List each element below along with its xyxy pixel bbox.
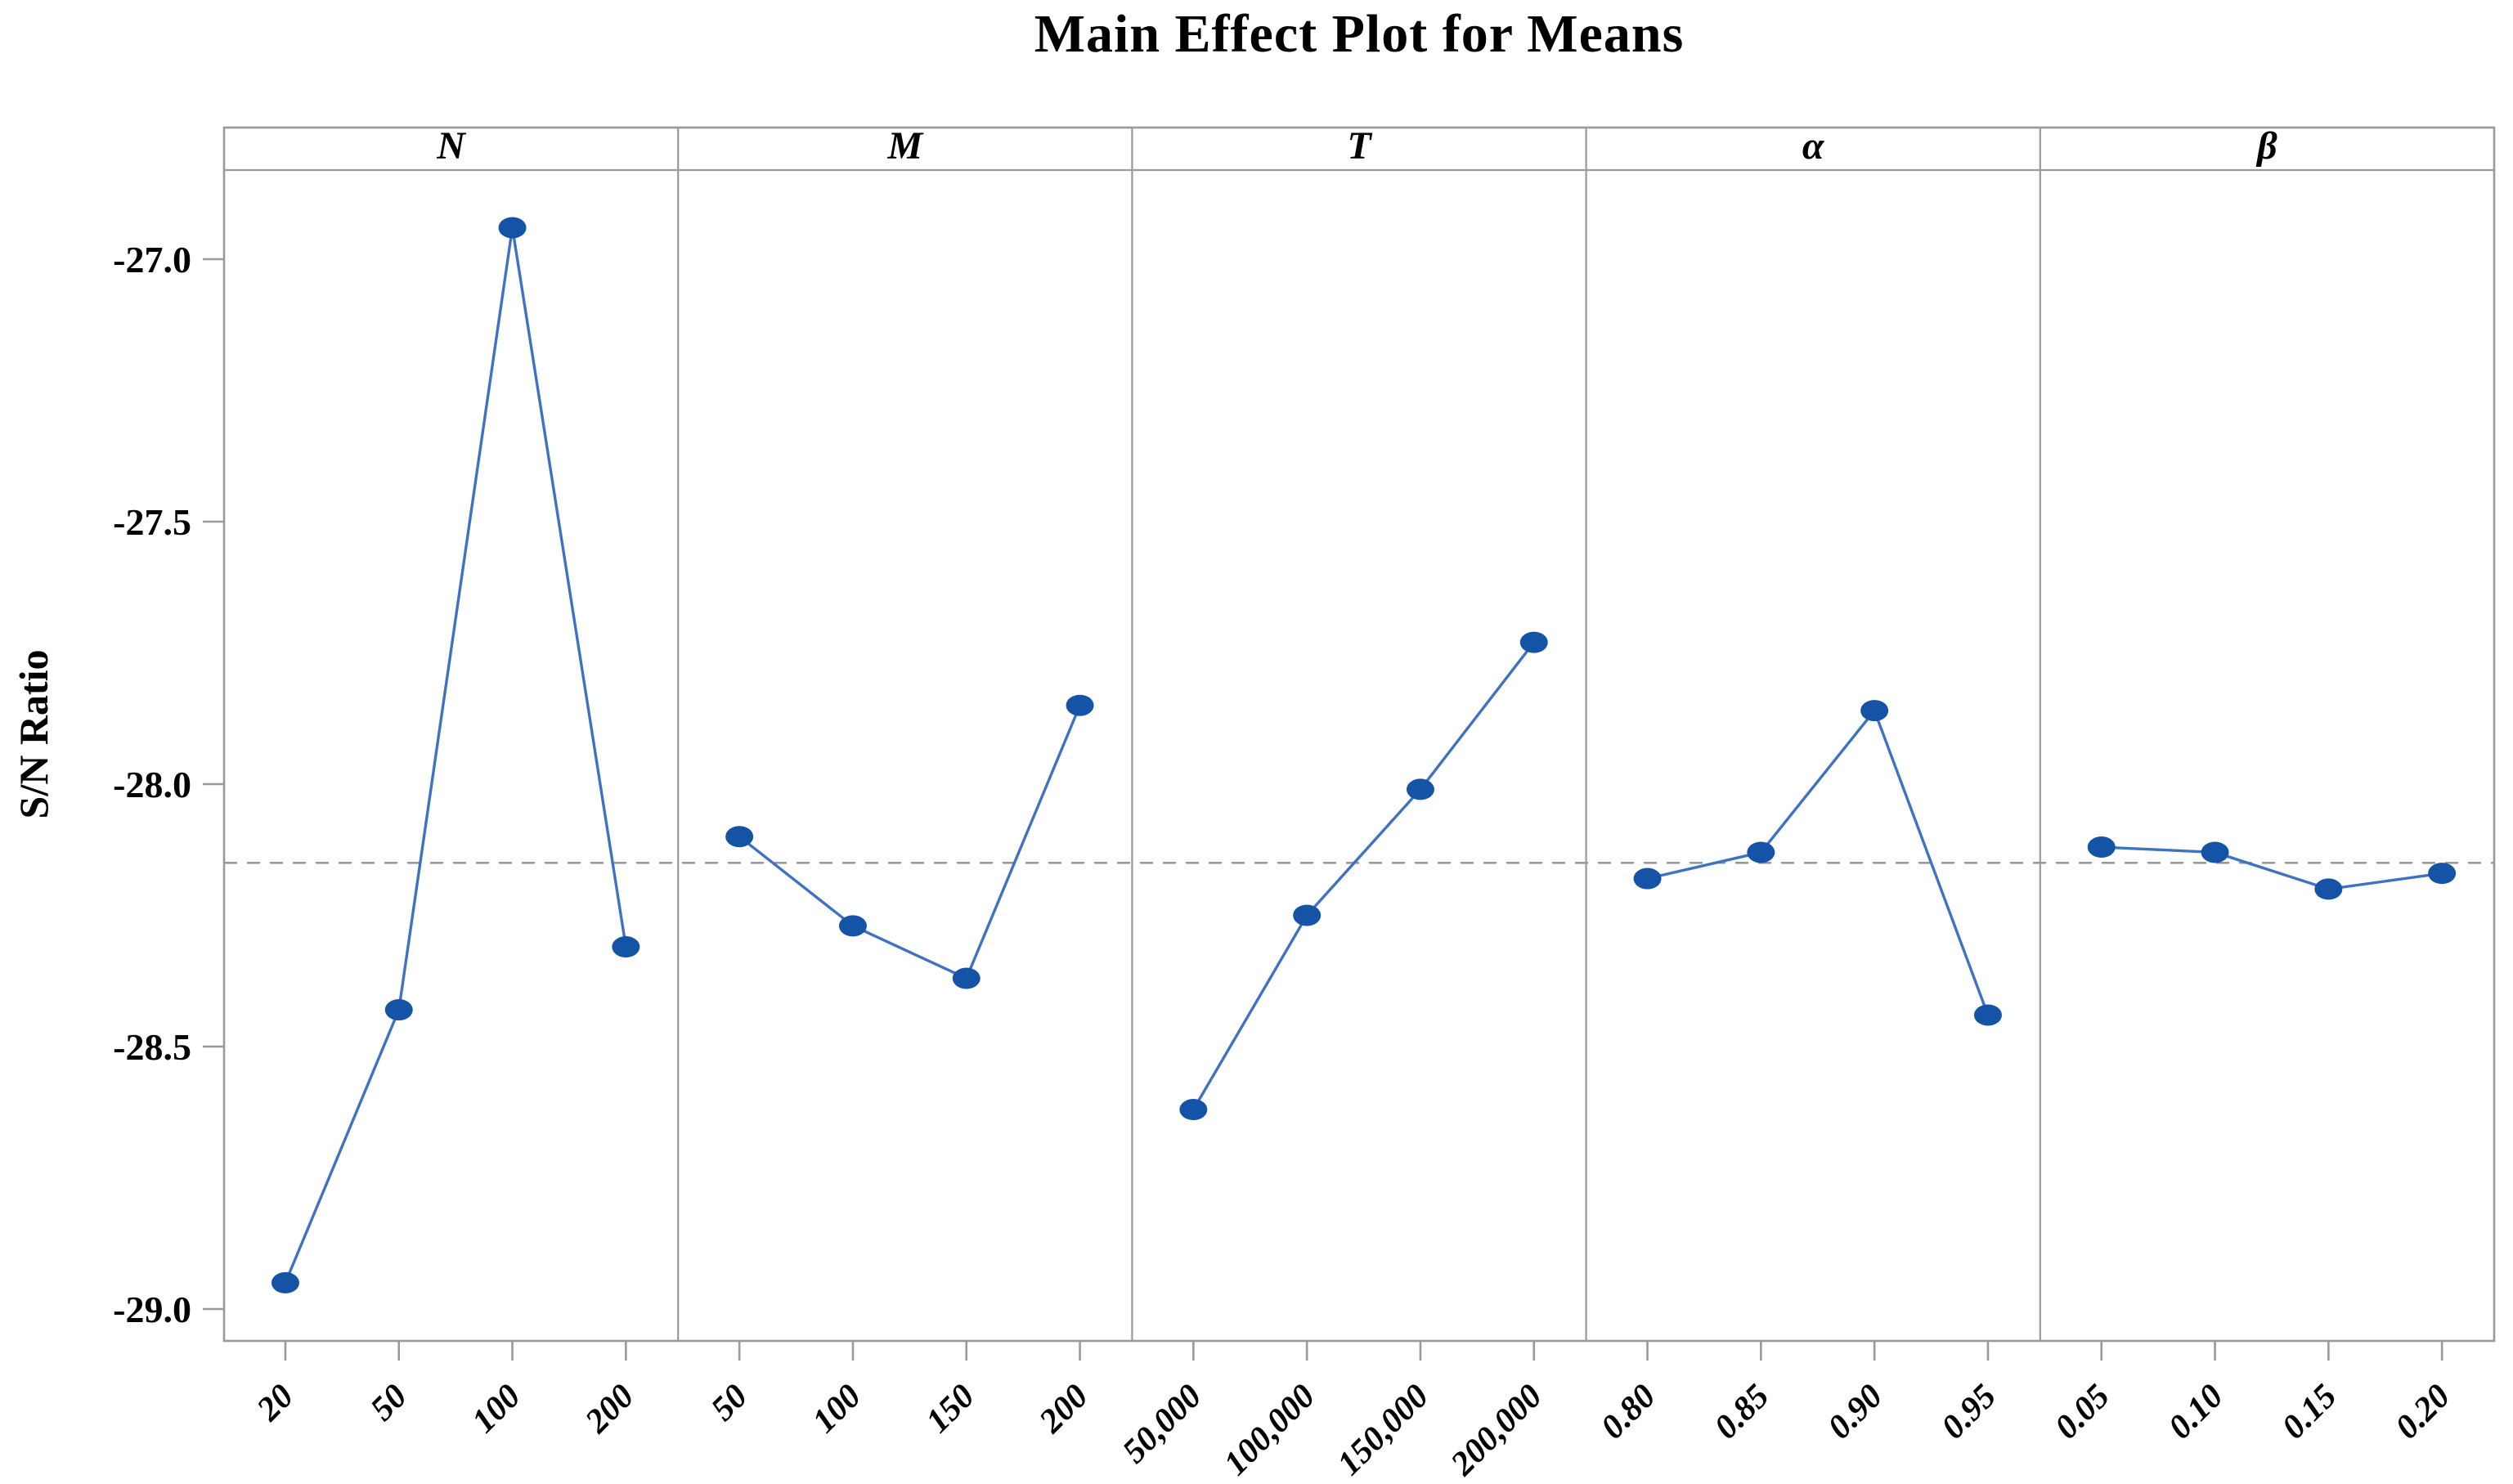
x-tick-label: 50,000 (1115, 1378, 1209, 1471)
data-point (384, 999, 413, 1021)
x-tick-label: 150,000 (1331, 1378, 1436, 1483)
series-line-2 (738, 705, 1082, 980)
data-point (952, 967, 981, 989)
panel-header-1: N (436, 124, 467, 168)
y-tick-label: -28.5 (113, 1026, 191, 1068)
x-tick-label: 100,000 (1217, 1378, 1322, 1483)
x-tick-label: 20 (249, 1378, 301, 1429)
data-point (1747, 841, 1775, 863)
panel-header-2: M (886, 124, 924, 168)
panel-header-5: β (2255, 124, 2277, 168)
panel-header-3: T (1347, 124, 1372, 168)
data-point (1860, 700, 1889, 722)
data-point (2201, 841, 2229, 863)
data-point (612, 936, 640, 958)
data-point (725, 826, 754, 848)
series-line-4 (1647, 707, 1990, 1016)
data-point (1973, 1004, 2002, 1026)
x-tick-label: 100 (465, 1378, 528, 1441)
data-point (1293, 904, 1322, 926)
x-tick-label: 200 (1032, 1378, 1096, 1441)
data-point (1519, 631, 1548, 653)
series-line-5 (2101, 845, 2443, 891)
chart-title: Main Effect Plot for Means (1034, 4, 1685, 64)
data-point (271, 1271, 299, 1293)
series-line-1 (284, 227, 628, 1284)
y-tick-label: -29.0 (113, 1289, 191, 1330)
series-line-3 (1191, 641, 1536, 1110)
y-tick-label: -28.0 (113, 764, 191, 805)
x-tick-label: 200,000 (1443, 1378, 1550, 1484)
data-point (838, 915, 867, 937)
x-tick-label: 50 (704, 1378, 755, 1428)
x-tick-label: 0.20 (2389, 1378, 2457, 1446)
x-tick-label: 200 (578, 1378, 642, 1441)
x-tick-label: 0.85 (1707, 1378, 1776, 1446)
x-tick-label: 0.80 (1594, 1378, 1663, 1446)
data-point (2428, 863, 2457, 885)
data-point (2314, 878, 2343, 900)
x-tick-label: 0.10 (2161, 1378, 2230, 1446)
plot-frame (222, 126, 2496, 1343)
x-tick-label: 50 (364, 1378, 415, 1428)
data-point (1179, 1099, 1208, 1121)
y-tick-label: -27.5 (113, 501, 191, 543)
data-point (1066, 694, 1094, 716)
y-tick-label: -27.0 (113, 239, 191, 280)
x-tick-label: 0.95 (1935, 1378, 2004, 1446)
x-tick-label: 0.15 (2275, 1378, 2344, 1446)
x-tick-label: 150 (919, 1378, 982, 1441)
y-axis-title: S/N Ratio (11, 650, 56, 819)
panel-header-4: α (1802, 124, 1825, 168)
x-tick-label: 0.90 (1821, 1378, 1890, 1446)
x-tick-label: 100 (806, 1378, 868, 1441)
data-point (2087, 836, 2116, 859)
data-point (1633, 868, 1662, 890)
data-point (1406, 778, 1434, 800)
x-tick-label: 0.05 (2048, 1378, 2116, 1446)
data-point (498, 217, 527, 239)
